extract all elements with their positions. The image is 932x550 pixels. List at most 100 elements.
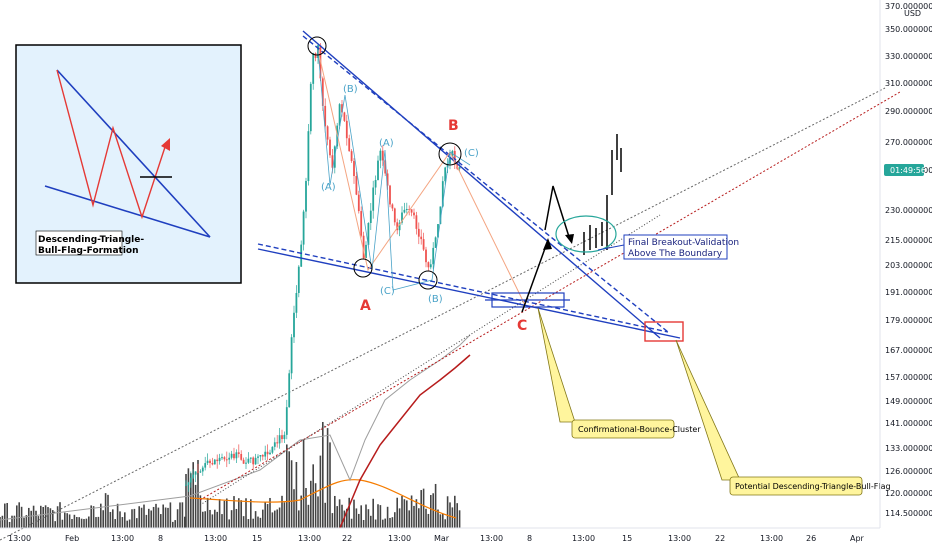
volume-bar [288,451,290,528]
volume-bar [4,503,6,528]
candle-body [228,457,231,460]
callout-line-2: Above The Boundary [628,249,723,259]
volume-bar [23,517,25,528]
volume-bar [449,502,451,528]
volume-bar [456,503,458,528]
volume-bar [78,517,80,528]
candle-body [297,266,300,294]
volume-bar [187,468,190,528]
volume-bar [194,484,197,528]
x-tick-label: Mar [434,534,450,543]
candle-body [367,222,370,245]
y-tick-label: 370.0000000 [885,2,932,11]
candle-body [432,247,435,265]
volume-bar [250,499,252,528]
inner-wave-path [317,49,471,291]
candle-body [420,236,423,240]
volume-bars [0,421,461,528]
candle-body [425,249,427,263]
volume-bar [322,421,324,528]
volume-bar [370,515,372,528]
volume-bar [119,511,121,528]
volume-bar [377,504,379,528]
volume-bar [240,500,242,528]
volume-bar [418,508,420,528]
volume-bar [293,489,295,528]
volume-bar [358,513,360,528]
candle-body [295,293,298,313]
candle-body [245,462,247,464]
volume-bar [218,499,221,528]
candle-body [341,104,343,113]
volume-bar [112,509,114,528]
volume-bar [223,500,226,528]
candle-body [355,176,358,195]
candle-body [391,204,394,209]
volume-bar [61,519,64,528]
volume-bar [446,496,449,528]
candle-body [249,457,252,459]
volume-bar [451,507,454,528]
volume-bar [0,517,1,528]
pivot-label-a: A [360,298,371,314]
volume-bar [176,509,179,528]
volume-bar [350,518,353,528]
volume-bar [13,515,16,528]
y-tick-label: 310.0000000 [885,79,932,88]
candle-body [321,78,324,106]
volume-bar [97,516,100,528]
candle-body [259,455,262,457]
y-tick-label: 133.0000000 [885,444,932,453]
callout-box [623,234,728,260]
volume-bar [167,507,169,528]
volume-bar [353,499,355,528]
y-tick-label: 270.0000000 [885,138,932,147]
volume-bar [372,498,374,528]
volume-bar [274,510,276,528]
volume-bar [95,517,97,528]
volume-bar [298,510,300,528]
candle-body [458,167,461,169]
candle-body [408,208,411,210]
volume-bar [138,506,140,528]
candle-body [413,212,415,216]
y-tick-label: 215.0000000 [885,236,932,245]
x-tick-label: 26 [806,534,816,543]
pivot-label-b: B [448,118,459,134]
volume-bar [382,519,384,528]
candle-body [324,105,327,127]
candle-body [237,452,240,454]
volume-bar [18,502,20,528]
breakout-ellipse [555,215,617,253]
volume-bar [109,511,112,528]
volume-bar [302,439,305,528]
x-tick-label: 13:00 [111,534,134,543]
current-price-tag-text: 01:49:56 [890,166,926,175]
volume-bar [114,519,116,528]
candle-body [427,262,430,268]
volume-bar [362,519,365,528]
volume-bar [37,516,40,528]
y-tick-label: 120.0000000 [885,489,932,498]
volume-bar [300,495,302,528]
x-tick-label: 13:00 [668,534,691,543]
candle-body [353,160,355,177]
candle-body [194,471,197,475]
volume-bar [384,518,386,528]
y-tick-label: 157.0000000 [885,373,932,382]
candle-body [386,173,389,186]
note-1-pointer [537,307,576,423]
volume-ma-line [189,479,457,519]
candle-body [439,206,442,225]
x-tick-label: 13:00 [8,534,31,543]
volume-bar [8,521,11,528]
volume-bar [331,513,334,528]
red-ma-line [339,354,471,529]
candle-body [345,120,348,139]
pivot-circle-top [307,36,327,56]
volume-bar [73,514,76,528]
wave-label-c-upper: (C) [464,148,479,159]
candle-body [218,457,221,462]
volume-bar [59,502,61,528]
candle-body [401,212,403,223]
